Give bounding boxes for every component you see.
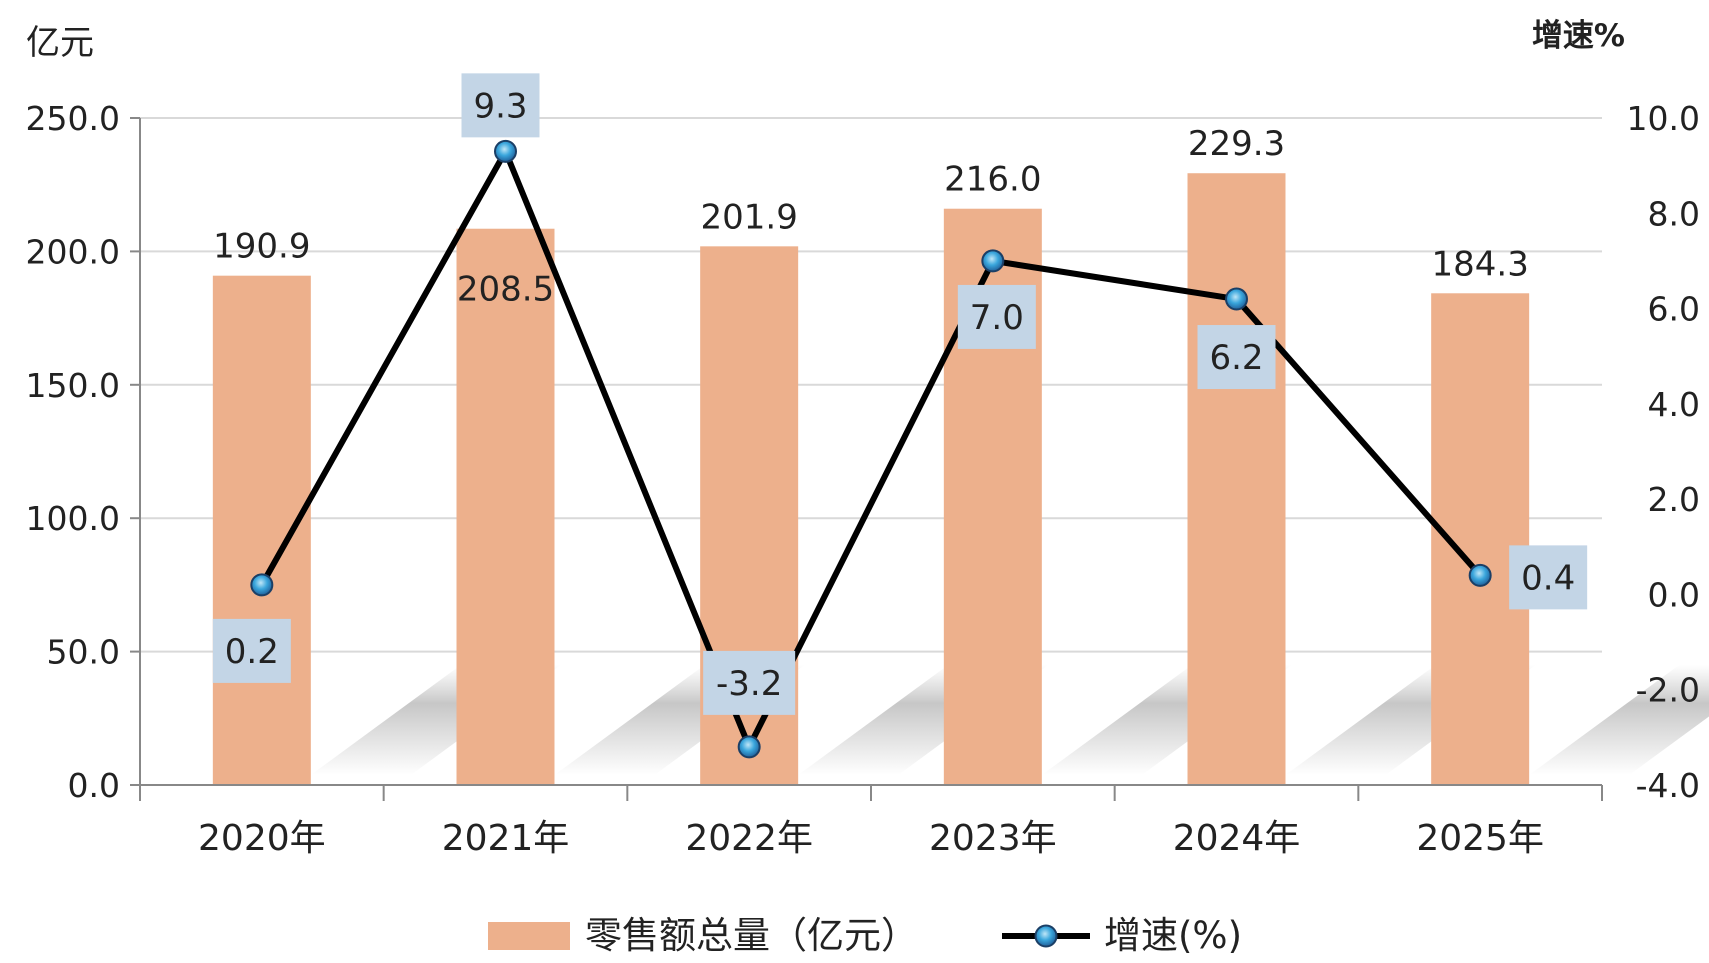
legend: 零售额总量（亿元） 增速(%) — [488, 914, 1242, 957]
growth-label-box — [1509, 545, 1588, 610]
y2-axis-title: 增速% — [1532, 18, 1625, 54]
growth-value-label: 0.4 — [1521, 558, 1575, 598]
x-tick-label: 2020年 — [198, 818, 326, 859]
growth-label-box — [461, 73, 540, 138]
growth-label-box — [957, 284, 1036, 349]
legend-swatch-bar — [488, 922, 570, 950]
x-tick-label: 2025年 — [1416, 818, 1544, 859]
y-tick-label: 50.0 — [47, 633, 120, 672]
y-tick-label: 100.0 — [26, 499, 120, 538]
bar-shadow — [1529, 665, 1709, 775]
y2-tick-label: 2.0 — [1648, 480, 1700, 519]
y2-tick-label: -4.0 — [1636, 766, 1700, 805]
growth-label-box — [212, 618, 291, 683]
bars — [212, 173, 1530, 786]
growth-value-label: -3.2 — [716, 664, 782, 704]
y-axis-title: 亿元 — [26, 23, 94, 63]
y2-tick-label: 10.0 — [1627, 99, 1700, 138]
growth-marker — [1468, 563, 1492, 587]
bar — [1187, 173, 1286, 785]
legend-swatch-marker — [1034, 924, 1058, 948]
y-tick-label: 150.0 — [26, 366, 120, 405]
gridlines — [140, 117, 1602, 653]
growth-line-path — [259, 148, 1483, 750]
growth-line — [250, 139, 1492, 759]
growth-marker — [1225, 287, 1248, 311]
x-tick-label: 2023年 — [929, 818, 1057, 859]
bar-value-label: 184.3 — [1431, 244, 1528, 284]
growth-value-label: 0.2 — [225, 632, 279, 672]
axes: 0.0 50.0 100.0 150.0 200.0 250.0 -4.0 -2.0 0.0 2.… — [26, 99, 1700, 859]
y2-tick-label: 4.0 — [1648, 385, 1700, 424]
bar-value-label: 190.9 — [213, 227, 310, 267]
legend-label-bar: 零售额总量（亿元） — [585, 914, 918, 957]
growth-marker — [494, 139, 517, 163]
x-tick-label: 2021年 — [442, 818, 570, 859]
x-tick-label: 2022年 — [685, 818, 813, 859]
growth-marker — [981, 249, 1005, 273]
growth-marker — [250, 573, 274, 597]
growth-label-box — [1197, 325, 1276, 390]
y2-tick-label: 0.0 — [1648, 575, 1700, 614]
y-tick-label: 0.0 — [68, 766, 120, 805]
bar — [456, 228, 555, 786]
bar-value-label: 216.0 — [944, 160, 1041, 200]
growth-value-label: 7.0 — [970, 298, 1024, 338]
y2-tick-label: 6.0 — [1648, 290, 1700, 329]
legend-label-line: 增速(%) — [1104, 914, 1242, 957]
y2-tick-label: 8.0 — [1648, 194, 1700, 233]
y-tick-label: 200.0 — [26, 232, 120, 271]
x-tick-label: 2024年 — [1173, 818, 1301, 859]
bar-value-label: 201.9 — [700, 197, 797, 237]
bar-value-label: 208.5 — [457, 270, 554, 310]
bar — [212, 275, 311, 785]
growth-value-label: 9.3 — [473, 86, 527, 126]
bar-value-label: 229.3 — [1188, 124, 1285, 164]
growth-marker — [737, 735, 761, 759]
growth-label-box — [703, 650, 796, 715]
data-labels: 190.9 208.5 201.9 216.0 229.3 184.3 0.2 9.3 -3.2… — [212, 73, 1588, 715]
y-tick-label: 250.0 — [26, 99, 120, 138]
growth-value-label: 6.2 — [1209, 338, 1263, 378]
y2-tick-label: -2.0 — [1636, 671, 1700, 710]
